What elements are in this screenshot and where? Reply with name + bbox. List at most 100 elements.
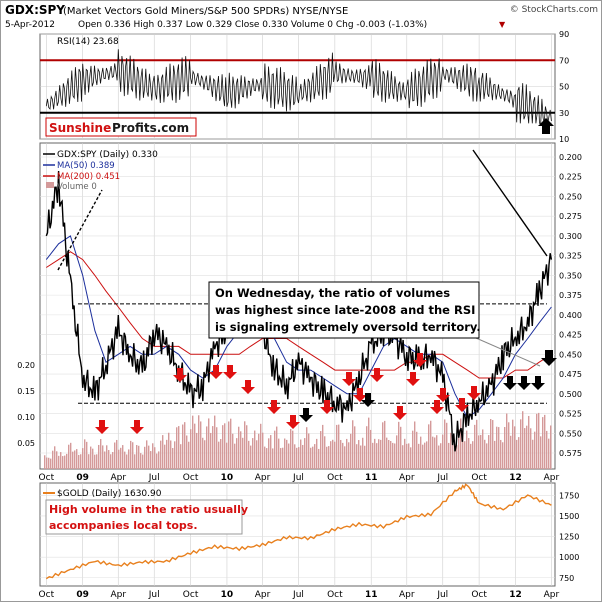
volume-bar	[120, 447, 122, 469]
rsi-tick-label: 30	[559, 109, 569, 118]
volume-bar	[98, 444, 100, 469]
volume-bar	[202, 437, 204, 469]
volume-bar	[302, 444, 304, 469]
volume-bar	[204, 440, 206, 469]
volume-bar	[228, 421, 230, 469]
volume-bar	[292, 430, 294, 469]
volume-bar	[496, 426, 498, 469]
volume-bar	[104, 451, 106, 469]
volume-bar	[454, 444, 456, 469]
volume-bar	[136, 445, 138, 469]
volume-bar	[546, 430, 548, 469]
x-axis-label: 10	[221, 590, 234, 600]
volume-bar	[460, 418, 462, 469]
volume-bar	[542, 417, 544, 469]
x-axis-label: Apr	[255, 473, 271, 483]
black-down-arrow-icon	[531, 376, 545, 390]
red-down-arrow-icon	[286, 415, 300, 429]
volume-bar	[356, 444, 358, 469]
volume-bar	[190, 429, 192, 469]
volume-bar	[158, 451, 160, 469]
volume-bar	[262, 432, 264, 469]
volume-bar	[294, 444, 296, 469]
x-axis-label: Oct	[327, 590, 343, 600]
volume-bar	[92, 448, 94, 469]
x-axis-label: 10	[221, 473, 234, 483]
x-axis-label: Oct	[327, 473, 343, 483]
volume-bar	[306, 427, 308, 469]
volume-bar	[336, 424, 338, 469]
annotation-pointer-line	[475, 337, 541, 367]
volume-bar	[50, 458, 52, 469]
gold-tick-label: 750	[559, 574, 574, 583]
volume-bar	[522, 411, 524, 469]
volume-bar	[338, 424, 340, 469]
annotation-line-1: On Wednesday, the ratio of volumes	[215, 286, 450, 300]
volume-bar	[386, 437, 388, 469]
x-axis-label: Apr	[255, 590, 271, 600]
rsi-panel: RSI(14) 23.68 90 70 50 30 10 Sunshine Profit…	[39, 30, 569, 144]
volume-bar	[134, 454, 136, 469]
volume-bar	[206, 426, 208, 469]
volume-bar	[244, 421, 246, 469]
volume-bar	[82, 448, 84, 469]
volume-bar	[156, 453, 158, 469]
volume-bar	[408, 443, 410, 469]
volume-bar	[518, 437, 520, 469]
watermark-text: © StockCharts.com	[510, 5, 598, 15]
volume-bar	[544, 414, 546, 469]
volume-bar	[272, 448, 274, 469]
red-down-arrow-icon	[209, 365, 223, 379]
volume-bar	[128, 449, 130, 469]
black-down-arrow-icon	[503, 376, 517, 390]
x-axis-label: 09	[76, 473, 89, 483]
gold-tick-label: 1750	[559, 491, 579, 500]
legend-price: GDX:SPY (Daily) 0.330	[57, 150, 158, 160]
volume-bar	[426, 441, 428, 469]
red-down-arrow-icon	[130, 420, 144, 434]
volume-bar	[116, 439, 118, 469]
price-tick-label: 0.550	[559, 429, 582, 438]
x-axis-upper: Oct 09 Apr Jul Oct 10 Apr Jul Oct 11 Apr Jul Oct 12 Ap…	[39, 473, 560, 483]
volume-bar	[182, 424, 184, 469]
volume-bar	[184, 422, 186, 469]
volume-bar	[452, 435, 454, 469]
volume-bar	[308, 433, 310, 469]
red-down-arrow-icon	[455, 398, 469, 412]
volume-bar	[176, 427, 178, 469]
red-down-arrow-icon	[342, 372, 356, 386]
gold-tick-label: 1250	[559, 533, 579, 542]
volume-bar	[472, 441, 474, 469]
volume-bar	[252, 438, 254, 469]
gold-panel: $GOLD (Daily) 1630.90 1750 1500 1250 1000 75…	[39, 482, 579, 587]
volume-bar	[528, 415, 530, 469]
volume-bar	[218, 441, 220, 469]
volume-bar	[160, 440, 162, 469]
volume-bar	[358, 440, 360, 469]
volume-bar	[416, 431, 418, 469]
volume-bar	[258, 433, 260, 469]
volume-bar	[208, 418, 210, 469]
volume-bar	[550, 425, 552, 469]
volume-bar	[442, 434, 444, 469]
volume-bar	[534, 431, 536, 469]
x-axis-label: Jul	[148, 473, 160, 483]
volume-bar	[118, 449, 120, 469]
red-down-arrow-icon	[370, 368, 384, 382]
rising-trend-dotted-line	[57, 189, 103, 271]
volume-bar	[238, 426, 240, 469]
volume-bar	[476, 419, 478, 469]
volume-bar	[62, 456, 64, 469]
volume-bar	[86, 441, 88, 469]
volume-bar	[44, 455, 46, 469]
volume-bar	[152, 443, 154, 469]
volume-bar	[246, 425, 248, 469]
volume-bar	[350, 433, 352, 469]
volume-bar	[434, 437, 436, 469]
volume-bar	[320, 431, 322, 469]
volume-bar	[162, 435, 164, 469]
volume-bar	[424, 442, 426, 469]
volume-bar	[46, 457, 48, 469]
volume-bar	[362, 437, 364, 469]
volume-bar	[326, 446, 328, 469]
